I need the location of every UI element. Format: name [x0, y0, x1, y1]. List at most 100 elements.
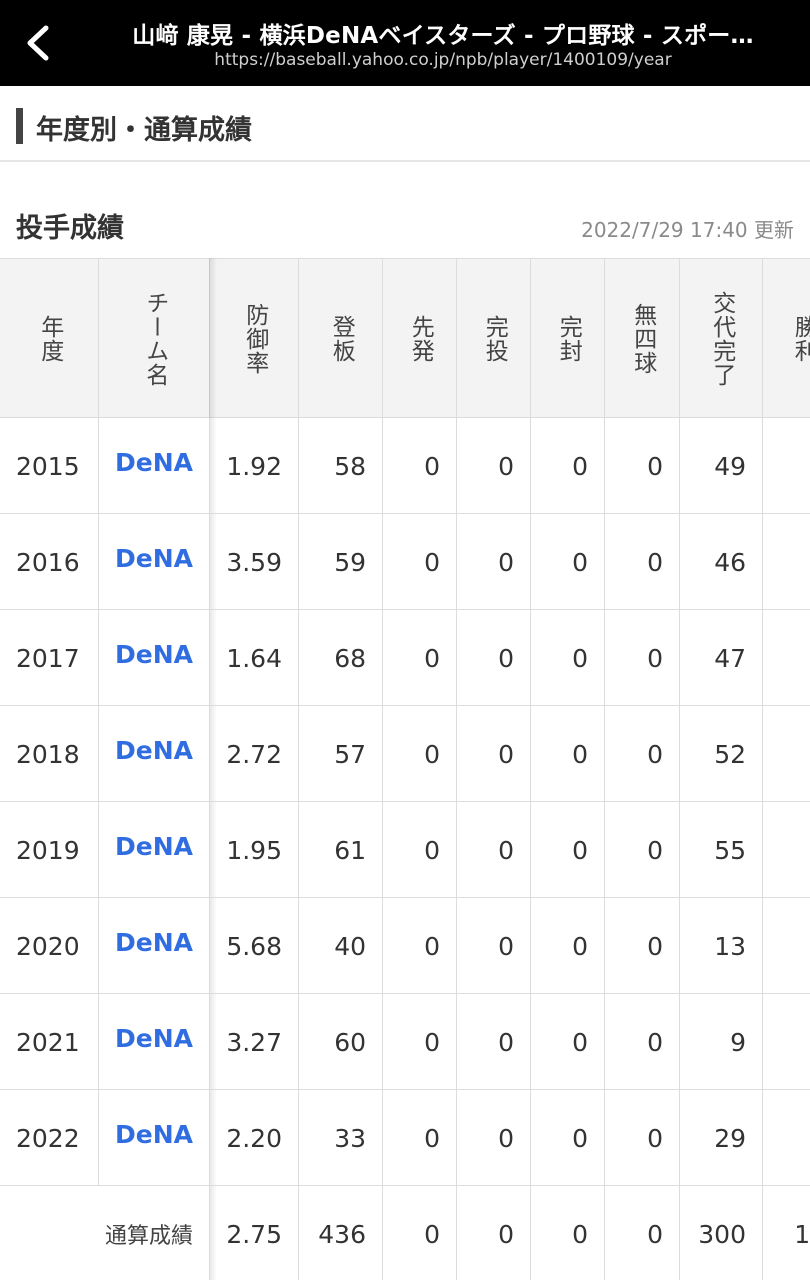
- team-link[interactable]: DeNA: [115, 639, 193, 669]
- cell-games-finished: 47: [680, 610, 763, 706]
- cell-games: 60: [299, 994, 383, 1090]
- cell-complete-games: 0: [457, 610, 531, 706]
- column-header-year: 年度: [0, 259, 99, 419]
- team-link[interactable]: DeNA: [115, 543, 193, 573]
- cell-era: 3.59: [210, 514, 299, 610]
- column-header-label: チーム名: [141, 291, 168, 387]
- cell-starts: 0: [383, 610, 457, 706]
- cell-games-finished: 55: [680, 802, 763, 898]
- team-link[interactable]: DeNA: [115, 1119, 193, 1149]
- cell-era: 1.95: [210, 802, 299, 898]
- cell-shutouts: 0: [531, 418, 605, 514]
- total-games: 436: [299, 1186, 383, 1280]
- cell-complete-games: 0: [457, 898, 531, 994]
- cell-games-finished: 46: [680, 514, 763, 610]
- cell-era: 1.92: [210, 418, 299, 514]
- cell-team[interactable]: DeNA: [99, 802, 210, 898]
- total-no-walks: 0: [605, 1186, 680, 1280]
- cell-games-finished: 49: [680, 418, 763, 514]
- column-header-wins: 勝利: [763, 259, 810, 419]
- cell-era: 1.64: [210, 610, 299, 706]
- cell-year: 2015: [0, 418, 99, 514]
- cell-wins: 2: [763, 418, 810, 514]
- pitching-stats-table[interactable]: 年度 チーム名 防御率 登板 先発 完投 完封 無四球 交代完了 勝利 2015 DeNA 1.92 5…: [0, 258, 810, 1280]
- cell-no-walks: 0: [605, 1090, 680, 1186]
- cell-team[interactable]: DeNA: [99, 706, 210, 802]
- cell-no-walks: 0: [605, 898, 680, 994]
- team-link[interactable]: DeNA: [115, 831, 193, 861]
- cell-era: 3.27: [210, 994, 299, 1090]
- cell-complete-games: 0: [457, 418, 531, 514]
- cell-starts: 0: [383, 514, 457, 610]
- page-url[interactable]: https://baseball.yahoo.co.jp/npb/player/…: [214, 50, 672, 70]
- column-header-label: 防御率: [241, 303, 268, 375]
- cell-games: 40: [299, 898, 383, 994]
- cell-games: 33: [299, 1090, 383, 1186]
- cell-wins: 0: [763, 898, 810, 994]
- cell-games: 57: [299, 706, 383, 802]
- cell-team[interactable]: DeNA: [99, 1090, 210, 1186]
- total-starts: 0: [383, 1186, 457, 1280]
- cell-wins: 0: [763, 1090, 810, 1186]
- cell-team[interactable]: DeNA: [99, 514, 210, 610]
- cell-shutouts: 0: [531, 802, 605, 898]
- cell-starts: 0: [383, 418, 457, 514]
- cell-games-finished: 52: [680, 706, 763, 802]
- cell-complete-games: 0: [457, 1090, 531, 1186]
- total-games-finished: 300: [680, 1186, 763, 1280]
- cell-wins: 3: [763, 994, 810, 1090]
- cell-complete-games: 0: [457, 802, 531, 898]
- column-header-label: 完投: [481, 315, 508, 363]
- column-header-label: 登板: [328, 315, 355, 363]
- cell-team[interactable]: DeNA: [99, 418, 210, 514]
- cell-games: 58: [299, 418, 383, 514]
- cell-games: 59: [299, 514, 383, 610]
- cell-wins: 2: [763, 514, 810, 610]
- column-header-label: 勝利: [790, 315, 810, 363]
- sticky-column-shadow: [209, 258, 217, 1280]
- team-link[interactable]: DeNA: [115, 447, 193, 477]
- cell-complete-games: 0: [457, 706, 531, 802]
- column-header-era: 防御率: [210, 259, 299, 419]
- top-bar: 山﨑 康晃 - 横浜DeNAベイスターズ - プロ野球 - スポー… https…: [0, 0, 810, 86]
- column-header-games: 登板: [299, 259, 383, 419]
- cell-games-finished: 13: [680, 898, 763, 994]
- cell-starts: 0: [383, 1090, 457, 1186]
- cell-starts: 0: [383, 706, 457, 802]
- back-arrow-icon[interactable]: [18, 20, 58, 66]
- cell-team[interactable]: DeNA: [99, 898, 210, 994]
- team-link[interactable]: DeNA: [115, 1023, 193, 1053]
- total-shutouts: 0: [531, 1186, 605, 1280]
- total-wins: 16: [763, 1186, 810, 1280]
- cell-shutouts: 0: [531, 898, 605, 994]
- cell-year: 2017: [0, 610, 99, 706]
- column-header-label: 完封: [555, 315, 582, 363]
- total-label: 通算成績: [0, 1186, 210, 1280]
- cell-starts: 0: [383, 898, 457, 994]
- team-link[interactable]: DeNA: [115, 927, 193, 957]
- cell-starts: 0: [383, 802, 457, 898]
- cell-games: 61: [299, 802, 383, 898]
- column-header-complete-games: 完投: [457, 259, 531, 419]
- team-link[interactable]: DeNA: [115, 735, 193, 765]
- cell-team[interactable]: DeNA: [99, 994, 210, 1090]
- cell-era: 5.68: [210, 898, 299, 994]
- cell-wins: 3: [763, 802, 810, 898]
- cell-year: 2021: [0, 994, 99, 1090]
- total-era: 2.75: [210, 1186, 299, 1280]
- column-header-team: チーム名: [99, 259, 210, 419]
- column-header-label: 先発: [407, 315, 434, 363]
- cell-team[interactable]: DeNA: [99, 610, 210, 706]
- cell-no-walks: 0: [605, 802, 680, 898]
- column-header-label: 無四球: [629, 303, 656, 375]
- column-header-games-finished: 交代完了: [680, 259, 763, 419]
- cell-shutouts: 0: [531, 706, 605, 802]
- cell-no-walks: 0: [605, 610, 680, 706]
